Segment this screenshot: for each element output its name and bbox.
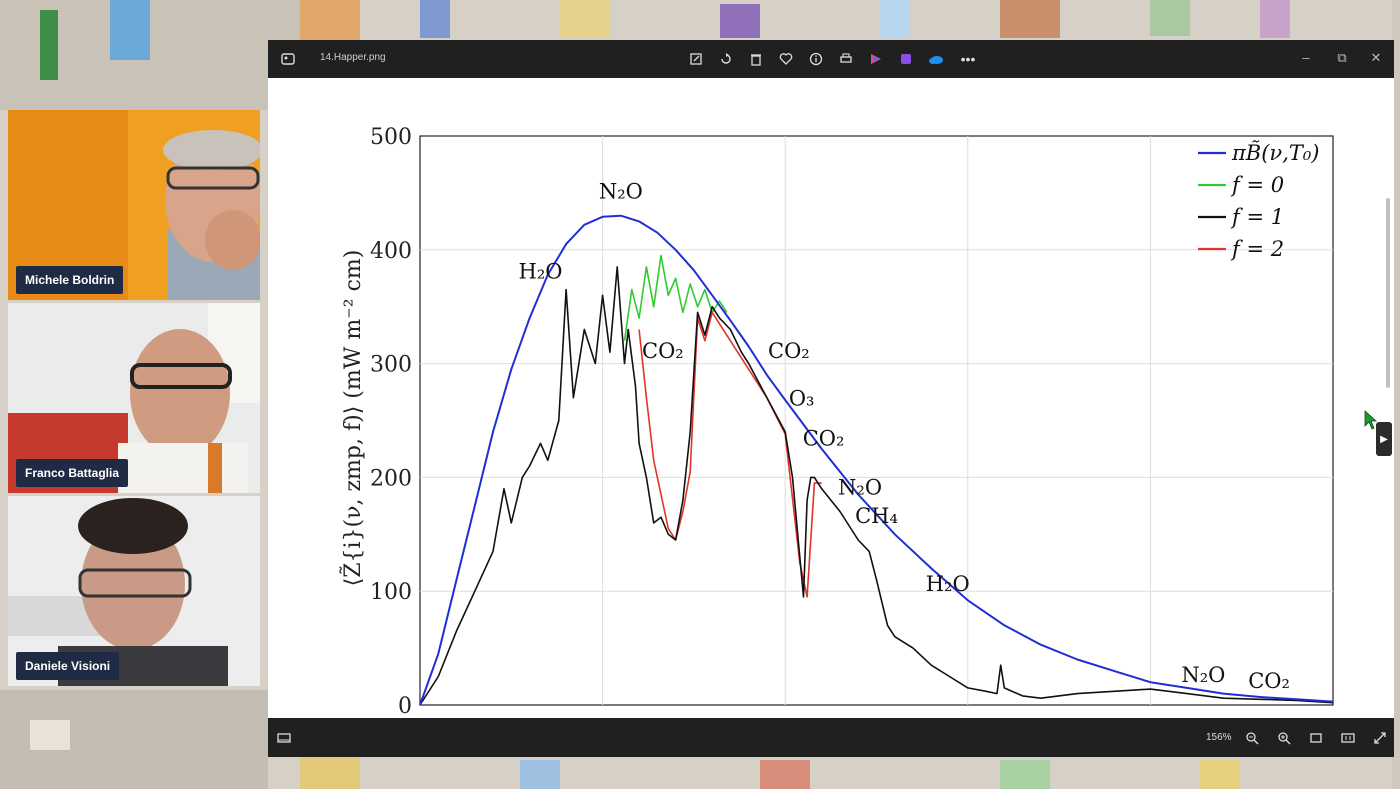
delete-icon[interactable] [748, 51, 764, 67]
molecule-annotation: N₂O [838, 475, 882, 499]
file-name: 14.Happer.png [320, 52, 386, 63]
rotate-icon[interactable] [718, 51, 734, 67]
print-icon[interactable] [838, 51, 854, 67]
vertical-scrollbar[interactable] [1386, 198, 1390, 388]
zoom-level: 156% [1206, 732, 1232, 743]
molecule-annotation: H₂O [519, 259, 563, 283]
fullscreen-icon[interactable] [1372, 730, 1388, 746]
photos-app-icon [281, 53, 295, 65]
info-icon[interactable] [808, 51, 824, 67]
chart-series [419, 214, 1334, 706]
chart-annotations: N₂O H₂O CO₂ CO₂ O₃ CO₂ N₂O CH₄ H₂O N₂O CO₂ [519, 180, 1290, 693]
participant-tile[interactable]: Michele Boldrin [8, 110, 260, 300]
chart-legend: πB̃(ν,T₀) f = 0 f = 1 f = 2 [1198, 141, 1320, 261]
mouse-cursor-icon [1364, 410, 1378, 430]
edit-icon[interactable] [688, 51, 704, 67]
legend-entry: f = 2 [1230, 237, 1284, 261]
photo-viewer-window[interactable]: 14.Happer.png ••• – ⧉ ✕ [268, 40, 1394, 757]
y-tick-label: 200 [370, 466, 412, 491]
participant-tile[interactable]: Daniele Visioni [8, 496, 260, 686]
designer-icon[interactable] [898, 51, 914, 67]
participant-name: Franco Battaglia [16, 459, 129, 487]
favorite-icon[interactable] [778, 51, 794, 67]
molecule-annotation: CO₂ [803, 427, 845, 451]
molecule-annotation: N₂O [1181, 663, 1225, 687]
molecule-annotation: CH₄ [855, 504, 898, 528]
zoom-in-icon[interactable] [1276, 730, 1292, 746]
molecule-annotation: CO₂ [642, 339, 684, 363]
onedrive-icon[interactable] [928, 51, 944, 67]
legend-entry: f = 0 [1230, 173, 1284, 197]
participant-name: Daniele Visioni [16, 652, 120, 680]
plot-area [419, 135, 1334, 706]
actual-size-icon[interactable] [1340, 730, 1356, 746]
molecule-annotation: H₂O [926, 572, 970, 596]
chart-grid [419, 135, 1334, 706]
series-line [623, 254, 728, 341]
next-image-arrow-icon[interactable]: ▶ [1376, 422, 1392, 456]
minimize-button[interactable]: – [1302, 50, 1310, 65]
series-line [419, 266, 1334, 706]
legend-entry: f = 1 [1230, 205, 1284, 229]
y-tick-label: 100 [370, 580, 412, 605]
more-icon[interactable]: ••• [960, 51, 976, 67]
filmstrip-icon[interactable] [276, 730, 292, 746]
molecule-annotation: CO₂ [1248, 669, 1290, 693]
molecule-annotation: N₂O [599, 180, 643, 204]
spectrum-chart: 050010001500200025000100200300400500 N₂O… [340, 125, 1361, 741]
fit-icon[interactable] [1308, 730, 1324, 746]
molecule-annotation: CO₂ [768, 339, 810, 363]
close-button[interactable]: ✕ [1370, 50, 1382, 65]
y-axis-label: ⟨Z̃{i}(ν, zmp, f)⟩ (mW m⁻² cm) [340, 250, 366, 587]
series-line [419, 214, 1334, 706]
title-bar: 14.Happer.png ••• – ⧉ ✕ [268, 40, 1394, 78]
molecule-annotation: O₃ [789, 387, 815, 411]
y-tick-label: 0 [398, 694, 412, 718]
zoom-out-icon[interactable] [1244, 730, 1260, 746]
y-tick-label: 300 [370, 353, 412, 378]
bottom-bar: 156% [268, 718, 1394, 757]
y-tick-label: 400 [370, 239, 412, 264]
legend-entry: πB̃(ν,T₀) [1231, 141, 1320, 165]
participant-name: Michele Boldrin [16, 266, 124, 294]
y-tick-label: 500 [370, 125, 412, 150]
clipchamp-icon[interactable] [868, 51, 884, 67]
maximize-button[interactable]: ⧉ [1337, 50, 1347, 65]
participant-tile[interactable]: Franco Battaglia [8, 303, 260, 493]
image-area[interactable]: 050010001500200025000100200300400500 N₂O… [268, 78, 1394, 754]
